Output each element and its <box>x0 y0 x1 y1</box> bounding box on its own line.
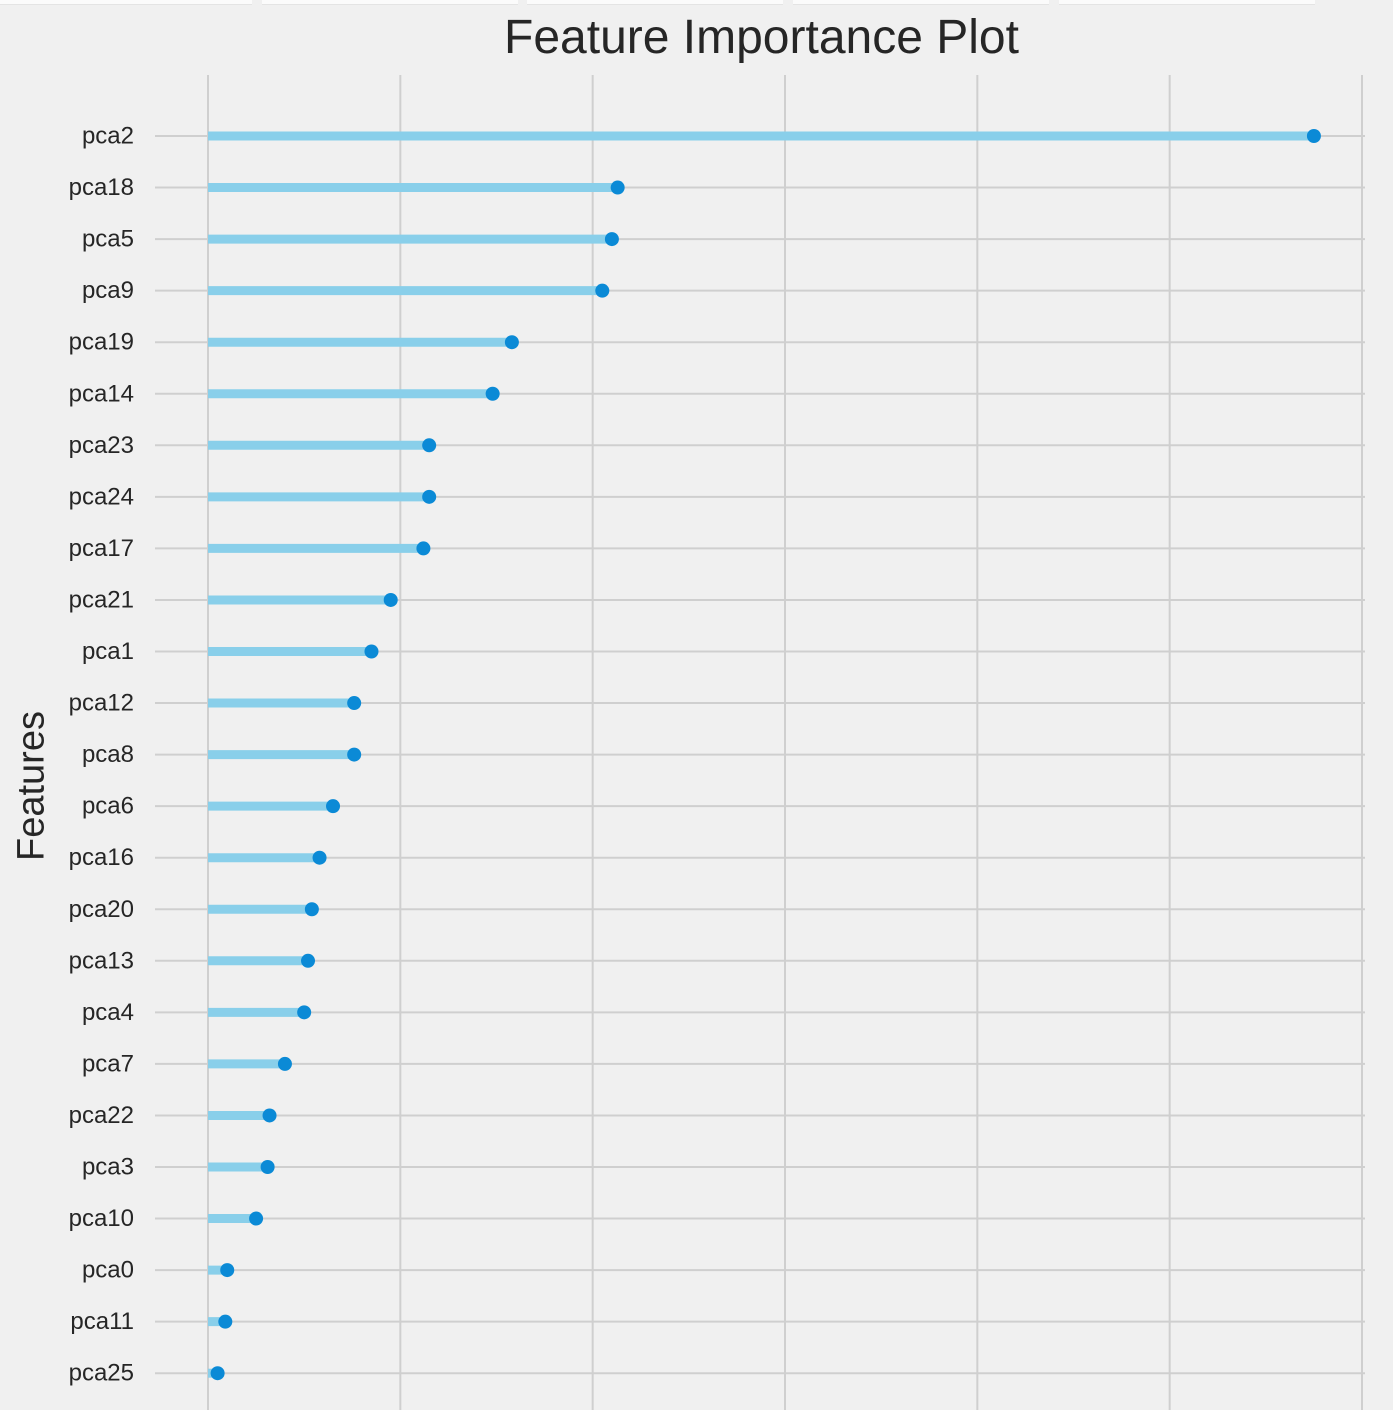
top-strip <box>0 0 1393 6</box>
marker-pca3 <box>260 1160 275 1174</box>
y-tick-label-pca22: pca22 <box>69 1102 134 1129</box>
marker-pca2 <box>1306 129 1321 143</box>
marker-pca1 <box>364 644 379 659</box>
marker-pca4 <box>297 1005 312 1020</box>
marker-pca14 <box>485 386 500 401</box>
stems <box>208 131 1314 1378</box>
marker-pca11 <box>218 1314 233 1329</box>
marker-pca17 <box>416 541 431 556</box>
y-tick-label-pca0: pca0 <box>82 1257 134 1284</box>
marker-pca10 <box>249 1211 264 1226</box>
marker-pca22 <box>262 1108 277 1123</box>
y-tick-label-pca11: pca11 <box>70 1308 134 1335</box>
marker-pca24 <box>422 489 437 504</box>
marker-pca5 <box>604 232 619 247</box>
markers <box>210 129 1321 1381</box>
y-tick-label-pca20: pca20 <box>69 896 134 923</box>
y-tick-label-pca1: pca1 <box>82 638 134 665</box>
marker-pca8 <box>347 747 362 762</box>
y-tick-label-pca5: pca5 <box>82 226 134 253</box>
marker-pca23 <box>422 438 437 453</box>
marker-pca19 <box>504 335 519 350</box>
y-tick-label-pca7: pca7 <box>82 1050 134 1077</box>
y-tick-label-pca3: pca3 <box>82 1154 134 1181</box>
marker-pca20 <box>304 902 319 917</box>
marker-pca12 <box>347 696 362 711</box>
y-tick-label-pca6: pca6 <box>82 793 134 820</box>
y-tick-labels: pca2 pca18 pca5 pca9 pca19 pca14 pca23 pca24 pca… <box>69 123 134 1387</box>
y-tick-label-pca9: pca9 <box>82 277 134 304</box>
marker-pca6 <box>326 799 341 814</box>
y-tick-label-pca19: pca19 <box>69 329 134 356</box>
y-tick-label-pca17: pca17 <box>69 535 134 562</box>
marker-pca16 <box>312 850 327 865</box>
y-tick-label-pca16: pca16 <box>69 844 134 871</box>
marker-pca13 <box>301 953 316 968</box>
y-tick-label-pca8: pca8 <box>82 741 134 768</box>
marker-pca7 <box>277 1056 292 1071</box>
vertical-gridlines <box>207 75 1363 1410</box>
y-tick-label-pca4: pca4 <box>82 999 134 1026</box>
marker-pca21 <box>383 592 398 607</box>
y-tick-label-pca2: pca2 <box>82 123 134 150</box>
marker-pca25 <box>210 1366 225 1381</box>
marker-pca0 <box>220 1263 235 1278</box>
marker-pca9 <box>595 283 610 298</box>
y-tick-label-pca25: pca25 <box>69 1360 134 1387</box>
marker-pca18 <box>610 180 625 195</box>
y-tick-label-pca23: pca23 <box>69 432 134 459</box>
y-tick-label-pca13: pca13 <box>69 947 134 974</box>
y-tick-label-pca24: pca24 <box>69 483 134 510</box>
y-tick-label-pca14: pca14 <box>69 380 134 407</box>
y-tick-label-pca18: pca18 <box>69 174 134 201</box>
y-tick-label-pca10: pca10 <box>69 1205 134 1232</box>
y-tick-label-pca12: pca12 <box>69 690 134 717</box>
y-tick-label-pca21: pca21 <box>69 586 134 613</box>
chart-title: Feature Importance Plot <box>504 11 1019 64</box>
